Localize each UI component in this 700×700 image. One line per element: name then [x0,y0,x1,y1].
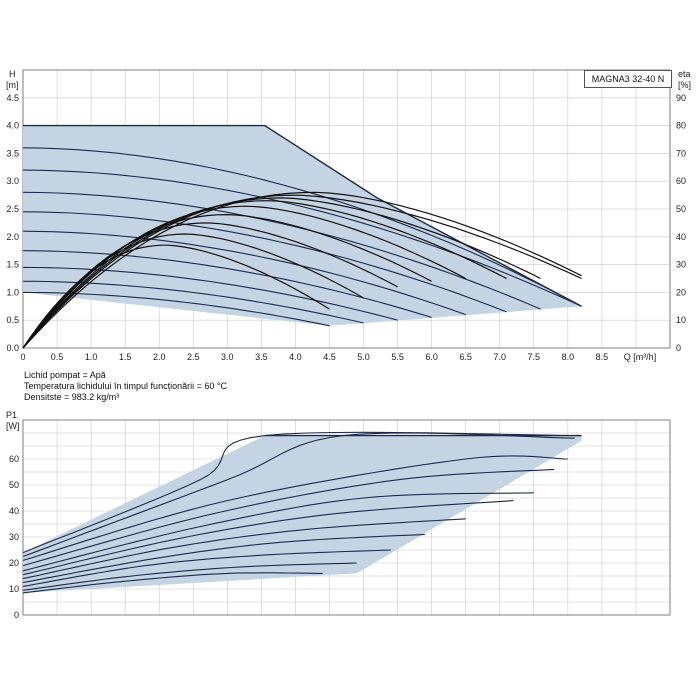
head-curve [22,211,507,313]
y2-tick-label: 20 [676,287,686,297]
p1-tick-label: 10 [9,584,19,594]
head-curve [22,230,466,316]
x-tick-label: 8.0 [562,352,575,362]
y-tick-label: 3.5 [6,148,19,158]
p1-tick-label: 40 [9,506,19,516]
efficiency-curve [22,222,398,349]
y-tick-label: 0.0 [6,343,19,353]
x-tick-label: 2.5 [187,352,200,362]
efficiency-curve [22,213,432,349]
y2-tick-label: 40 [676,232,686,242]
x-tick-label: 0.5 [51,352,64,362]
x-tick-label: 4.0 [289,352,302,362]
x-tick-label: 0 [20,352,25,362]
power-curve [22,572,323,594]
head-curve [22,169,582,307]
head-curve [22,147,582,307]
power-curve [22,432,575,558]
x-tick-label: 1.5 [119,352,132,362]
density-note: Densitste = 983.2 kg/m³ [24,392,120,402]
efficiency-curve [22,205,466,349]
p1-axis-label: P1 [6,410,17,420]
efficiency-curve [22,194,582,349]
x-tick-label: 5.5 [391,352,404,362]
y-tick-label: 2.0 [6,232,19,242]
power-curve [22,492,534,572]
y2-tick-label: 80 [676,121,686,131]
y-axis-unit: [m] [6,80,19,90]
power-curve [22,500,514,576]
y-tick-label: 0.5 [6,315,19,325]
y2-tick-label: 30 [676,260,686,270]
bottom-plot-frame [22,419,671,616]
x-tick-label: 5.0 [357,352,370,362]
x-tick-label: 3.0 [221,352,234,362]
y2-tick-label: 70 [676,148,686,158]
x-tick-label: 2.0 [153,352,166,362]
efficiency-curve [22,197,541,349]
y2-tick-label: 0 [676,343,681,353]
head-curve [22,266,398,321]
p1-tick-label: 50 [9,480,19,490]
y-tick-label: 4.5 [6,93,19,103]
y2-tick-label: 60 [676,176,686,186]
model-label-box: MAGNA3 32-40 N [584,70,672,88]
power-curve [22,468,555,567]
x-axis-label: Q [m³/h] [624,352,657,362]
x-tick-label: 7.0 [493,352,506,362]
fluid-note: Lichid pompat = Apă [24,370,106,380]
y-tick-label: 1.0 [6,287,19,297]
model-label: MAGNA3 32-40 N [591,74,665,84]
p1-tick-label: 60 [9,454,19,464]
power-curve [22,549,391,587]
y2-axis-unit: [%] [678,80,691,90]
y2-tick-label: 90 [676,93,686,103]
y-tick-label: 1.5 [6,260,19,270]
x-tick-label: 1.0 [85,352,98,362]
head-max-limit-line [23,124,582,307]
x-tick-label: 3.5 [255,352,268,362]
power-curve [22,518,466,580]
x-tick-label: 6.5 [459,352,472,362]
y2-tick-label: 10 [676,315,686,325]
x-tick-label: 6.0 [425,352,438,362]
y-axis-label: H [9,69,16,79]
p1-tick-label: 20 [9,558,19,568]
x-tick-label: 4.5 [323,352,336,362]
y2-axis-label: eta [678,69,691,79]
power-curve [22,562,357,591]
efficiency-curve [22,200,507,349]
y-tick-label: 3.0 [6,176,19,186]
p1-tick-label: 30 [9,532,19,542]
efficiency-curve [22,191,582,349]
x-tick-label: 8.5 [596,352,609,362]
y2-tick-label: 50 [676,204,686,214]
power-curve [22,455,568,561]
x-tick-label: 7.5 [528,352,541,362]
head-curve [22,191,541,310]
power-curve [22,533,425,584]
p1-tick-label: 0 [14,610,19,620]
p1-axis-unit: [W] [6,421,20,431]
y-tick-label: 2.5 [6,204,19,214]
power-curve [22,431,582,554]
y-tick-label: 4.0 [6,121,19,131]
temperature-note: Temperatura lichidului în timpul funcțio… [24,381,227,391]
